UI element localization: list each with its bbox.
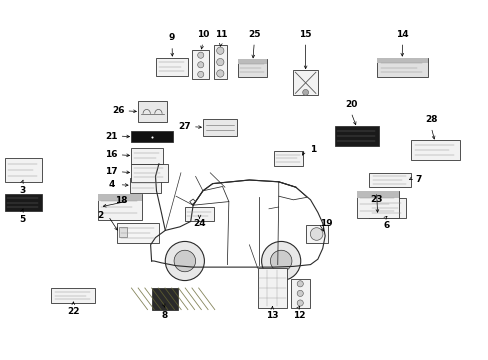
Text: 12: 12 — [292, 310, 305, 320]
Circle shape — [197, 52, 203, 58]
Bar — [131, 164, 167, 182]
Circle shape — [174, 250, 195, 272]
Bar — [273, 151, 303, 166]
Text: 20: 20 — [344, 100, 357, 109]
Bar — [238, 59, 267, 77]
Bar — [131, 131, 172, 142]
Text: 5: 5 — [19, 215, 25, 224]
Text: 14: 14 — [395, 30, 408, 39]
Circle shape — [216, 58, 224, 66]
Text: 2: 2 — [97, 211, 103, 220]
Bar — [156, 58, 188, 76]
Circle shape — [197, 62, 203, 68]
Text: 28: 28 — [424, 115, 437, 124]
Text: 8: 8 — [162, 310, 167, 320]
Text: 19: 19 — [320, 219, 332, 228]
Bar — [151, 288, 178, 310]
Bar — [98, 194, 142, 202]
Bar — [293, 70, 317, 95]
Bar — [5, 194, 41, 211]
Circle shape — [216, 47, 224, 54]
Bar — [203, 119, 237, 136]
Bar — [368, 173, 410, 187]
Circle shape — [216, 70, 224, 77]
Bar — [356, 191, 398, 218]
Bar — [184, 207, 214, 221]
Bar — [238, 59, 267, 64]
Text: 26: 26 — [112, 107, 124, 115]
Bar — [356, 191, 398, 198]
Circle shape — [165, 242, 204, 280]
Bar — [410, 140, 459, 160]
Text: 17: 17 — [105, 167, 118, 176]
Text: 11: 11 — [214, 30, 227, 39]
Bar — [119, 227, 127, 237]
Circle shape — [197, 71, 203, 77]
Bar — [257, 268, 286, 308]
Bar — [98, 194, 142, 220]
Bar — [138, 101, 167, 122]
Bar — [129, 178, 161, 193]
Bar — [376, 58, 427, 77]
Text: 24: 24 — [193, 219, 205, 228]
Bar — [131, 148, 163, 164]
Bar — [290, 279, 309, 308]
Circle shape — [297, 300, 303, 306]
Text: 10: 10 — [196, 30, 209, 39]
Bar — [305, 225, 327, 243]
Text: 6: 6 — [383, 220, 388, 230]
Bar — [117, 223, 159, 243]
Text: 15: 15 — [299, 30, 311, 39]
Text: 23: 23 — [369, 195, 382, 204]
Bar — [213, 45, 226, 79]
Text: 22: 22 — [67, 307, 80, 316]
Circle shape — [297, 281, 303, 287]
Bar — [368, 198, 405, 218]
Bar — [5, 158, 41, 182]
Circle shape — [297, 290, 303, 297]
Text: 4: 4 — [108, 180, 115, 189]
Text: 18: 18 — [115, 197, 127, 205]
Text: 13: 13 — [265, 310, 278, 320]
Bar — [51, 288, 95, 303]
Circle shape — [310, 228, 322, 240]
Text: 25: 25 — [247, 30, 260, 39]
Circle shape — [270, 250, 291, 272]
Circle shape — [261, 242, 300, 280]
Text: 7: 7 — [414, 175, 421, 184]
Circle shape — [302, 89, 308, 95]
Text: 1: 1 — [309, 145, 315, 154]
Bar — [376, 58, 427, 63]
Bar — [192, 50, 209, 79]
Text: 21: 21 — [105, 132, 118, 140]
Text: 3: 3 — [19, 186, 25, 195]
Bar — [334, 126, 378, 146]
Text: 27: 27 — [178, 122, 191, 131]
Text: 9: 9 — [168, 33, 175, 42]
Text: 16: 16 — [105, 150, 118, 159]
